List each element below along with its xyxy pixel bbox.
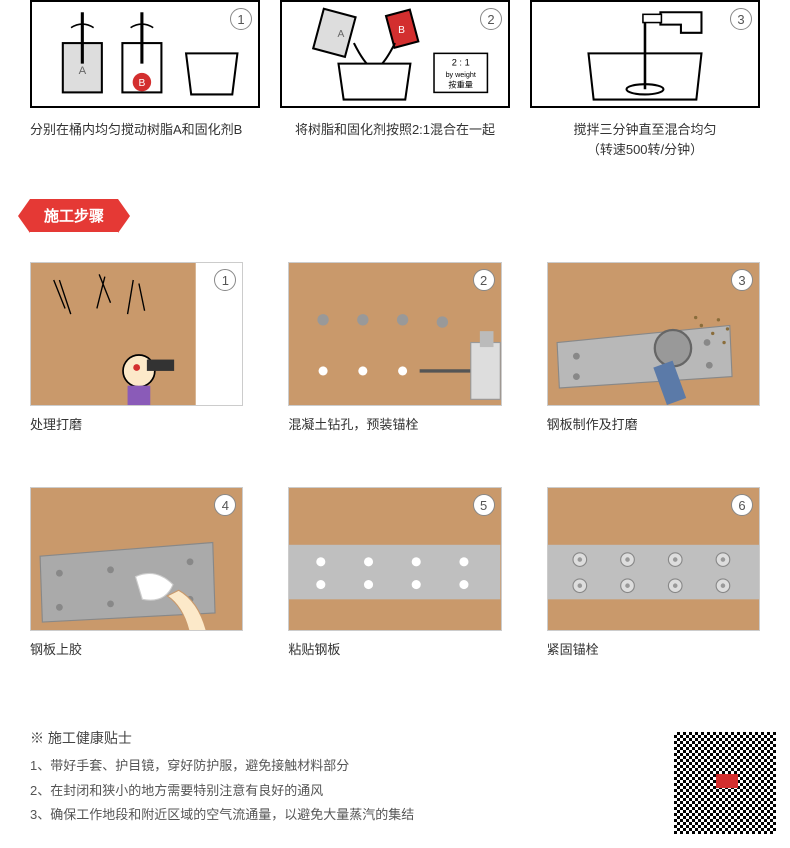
attach-plate-icon xyxy=(289,488,500,631)
mix-illustration-2: 2 A B 2 : 1 by weight 按重量 xyxy=(280,0,510,108)
plate-grind-icon xyxy=(548,263,759,406)
steps-row-1: 1 处理打磨 2 混凝土钻孔，预装锚栓 xyxy=(30,262,760,473)
step-illustration-5: 5 xyxy=(288,487,501,631)
step-number-badge: 2 xyxy=(473,269,495,291)
step-illustration-6: 6 xyxy=(547,487,760,631)
step-caption-3: 钢板制作及打磨 xyxy=(547,414,760,433)
mix-illustration-1: 1 A B xyxy=(30,0,260,108)
drilling-icon xyxy=(289,263,500,406)
tips-title: ※ 施工健康贴士 xyxy=(30,728,760,748)
mix-caption-3: 搅拌三分钟直至混合均匀 （转速500转/分钟） xyxy=(530,120,760,159)
step-number-badge: 1 xyxy=(230,8,252,30)
step-5: 5 粘贴钢板 xyxy=(288,487,501,698)
mix-caption-2: 将树脂和固化剂按照2:1混合在一起 xyxy=(280,120,510,140)
tips-line-3: 3、确保工作地段和附近区域的空气流通量，以避免大量蒸汽的集结 xyxy=(30,803,760,828)
svg-text:B: B xyxy=(138,78,145,89)
mix-step-2: 2 A B 2 : 1 by weight 按重量 将树脂和固化剂按照2:1混合… xyxy=(280,0,510,159)
step-illustration-1: 1 xyxy=(30,262,243,406)
mix-pour-icon: A B 2 : 1 by weight 按重量 xyxy=(282,2,508,113)
mix-steps-row: 1 A B 分别在桶内均匀搅动树脂A和固化剂B 2 A B xyxy=(30,0,760,159)
step-caption-5: 粘贴钢板 xyxy=(288,639,501,658)
step-2: 2 混凝土钻孔，预装锚栓 xyxy=(288,262,501,473)
mix-caption-1: 分别在桶内均匀搅动树脂A和固化剂B xyxy=(30,120,260,140)
steps-row-2: 4 钢板上胶 5 粘贴钢板 xyxy=(30,487,760,698)
step-caption-2: 混凝土钻孔，预装锚栓 xyxy=(288,414,501,433)
glue-icon xyxy=(31,488,242,631)
tips-line-2: 2、在封闭和狭小的地方需要特别注意有良好的通风 xyxy=(30,779,760,804)
svg-text:A: A xyxy=(337,29,344,40)
step-number-badge: 5 xyxy=(473,494,495,516)
mix-buckets-icon: A B xyxy=(32,2,258,113)
section-title: 施工步骤 xyxy=(30,199,118,232)
svg-text:A: A xyxy=(79,65,87,77)
grinding-icon xyxy=(31,263,242,406)
step-number-badge: 2 xyxy=(480,8,502,30)
mix-step-1: 1 A B 分别在桶内均匀搅动树脂A和固化剂B xyxy=(30,0,260,159)
step-illustration-3: 3 xyxy=(547,262,760,406)
step-caption-1: 处理打磨 xyxy=(30,414,243,433)
step-4: 4 钢板上胶 xyxy=(30,487,243,698)
tips-section: ※ 施工健康贴士 1、带好手套、护目镜，穿好防护服，避免接触材料部分 2、在封闭… xyxy=(30,728,760,828)
svg-text:by weight: by weight xyxy=(446,71,476,79)
mix-drill-icon xyxy=(532,2,758,113)
anchor-bolt-icon xyxy=(548,488,759,631)
qr-code-icon xyxy=(670,728,780,838)
step-illustration-4: 4 xyxy=(30,487,243,631)
step-caption-6: 紧固锚栓 xyxy=(547,639,760,658)
step-caption-4: 钢板上胶 xyxy=(30,639,243,658)
step-number-badge: 3 xyxy=(731,269,753,291)
mix-step-3: 3 搅拌三分钟直至混合均匀 （转速500转/分钟） xyxy=(530,0,760,159)
step-number-badge: 6 xyxy=(731,494,753,516)
step-illustration-2: 2 xyxy=(288,262,501,406)
svg-text:2 : 1: 2 : 1 xyxy=(452,58,470,68)
step-1: 1 处理打磨 xyxy=(30,262,243,473)
step-3: 3 钢板制作及打磨 xyxy=(547,262,760,473)
tips-line-1: 1、带好手套、护目镜，穿好防护服，避免接触材料部分 xyxy=(30,754,760,779)
step-number-badge: 3 xyxy=(730,8,752,30)
svg-text:按重量: 按重量 xyxy=(448,79,473,89)
step-6: 6 紧固锚栓 xyxy=(547,487,760,698)
mix-illustration-3: 3 xyxy=(530,0,760,108)
svg-text:B: B xyxy=(398,25,405,36)
